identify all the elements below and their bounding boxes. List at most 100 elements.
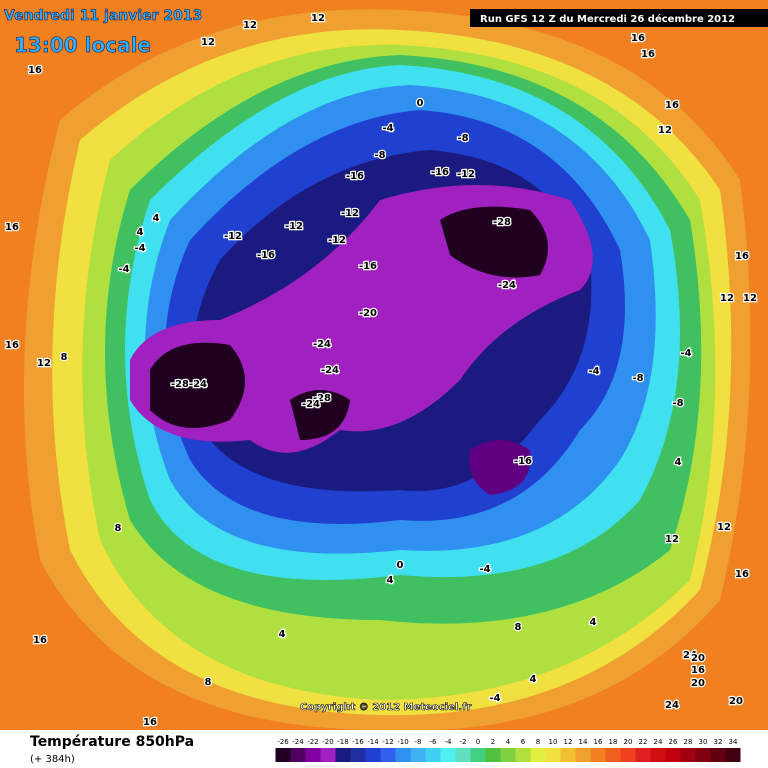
contour-label: 12 (717, 522, 731, 533)
contour-label: 24 (683, 650, 697, 661)
contour-label: -28 (171, 379, 189, 390)
contour-label: 4 (590, 617, 597, 628)
legend-swatch (470, 748, 486, 762)
contour-label: -4 (588, 366, 599, 377)
legend-label: 32 (714, 738, 723, 746)
contour-label: 16 (735, 569, 749, 580)
contour-label: -12 (224, 231, 242, 242)
contour-label: 16 (5, 222, 19, 233)
contour-label: 16 (631, 33, 645, 44)
legend-swatch (275, 748, 291, 762)
contour-label: -4 (118, 264, 129, 275)
contour-label: 12 (720, 293, 734, 304)
legend-label: 24 (654, 738, 663, 746)
contour-label: 0 (417, 98, 424, 109)
contour-label: -8 (672, 398, 683, 409)
contour-label: -4 (680, 348, 691, 359)
legend-swatch (620, 748, 636, 762)
contour-label: -12 (341, 208, 359, 219)
legend-label: -26 (277, 738, 289, 746)
legend-swatch (605, 748, 621, 762)
contour-label: -4 (479, 564, 490, 575)
contour-label: 16 (665, 100, 679, 111)
contour-label: -16 (514, 456, 532, 467)
contour-label: 4 (153, 213, 160, 224)
footer-lead: (+ 384h) (30, 754, 75, 765)
legend-swatch (710, 748, 726, 762)
legend-label: 26 (669, 738, 678, 746)
contour-label: -16 (346, 171, 364, 182)
copyright: Copyright © 2012 Meteociel.fr (300, 702, 471, 713)
legend-swatch (665, 748, 681, 762)
legend-label: 18 (609, 738, 618, 746)
contour-label: 12 (743, 293, 757, 304)
legend-label: 0 (476, 738, 480, 746)
legend-swatch (290, 748, 306, 762)
zone (290, 390, 350, 440)
legend-label: -2 (460, 738, 467, 746)
contour-label: 20 (729, 696, 743, 707)
contour-label: -4 (134, 243, 145, 254)
contour-label: 8 (115, 523, 122, 534)
zone (469, 440, 531, 495)
contour-label: 16 (641, 49, 655, 60)
legend-swatch (500, 748, 516, 762)
contour-label: 16 (33, 635, 47, 646)
legend-swatch (305, 748, 321, 762)
contour-label: -4 (382, 123, 393, 134)
legend-swatch (455, 748, 471, 762)
contour-label: 12 (243, 20, 257, 31)
contour-label: -8 (457, 133, 468, 144)
contour-label: -24 (498, 280, 516, 291)
legend-label: 30 (699, 738, 708, 746)
contour-label: -4 (489, 693, 500, 704)
legend-label: 4 (506, 738, 511, 746)
legend-swatch (530, 748, 546, 762)
date: Vendredi 11 janvier 2013 (4, 8, 202, 24)
contour-label: 24 (665, 700, 679, 711)
legend-label: 2 (491, 738, 495, 746)
zone (440, 206, 548, 278)
contour-label: 12 (665, 534, 679, 545)
legend-swatch (560, 748, 576, 762)
legend-label: -16 (352, 738, 364, 746)
legend-swatch (440, 748, 456, 762)
legend-label: -22 (307, 738, 318, 746)
legend-label: -8 (415, 738, 422, 746)
legend-label: -10 (397, 738, 408, 746)
contour-label: 12 (311, 13, 325, 24)
contour-label: -8 (632, 373, 643, 384)
contour-label: -28 (493, 217, 511, 228)
legend-swatch (590, 748, 606, 762)
legend-label: 10 (549, 738, 558, 746)
contour-label: 16 (5, 340, 19, 351)
legend-swatch (485, 748, 501, 762)
legend-swatch (425, 748, 441, 762)
run: Run GFS 12 Z du Mercredi 26 décembre 201… (480, 13, 735, 25)
contour-label: 4 (279, 629, 286, 640)
contour-label: 20 (691, 678, 705, 689)
contour-label: 4 (137, 227, 144, 238)
legend-label: 16 (594, 738, 603, 746)
legend-swatch (320, 748, 336, 762)
legend-swatch (650, 748, 666, 762)
contour-label: 8 (515, 622, 522, 633)
legend-label: 8 (536, 738, 540, 746)
contour-label: -16 (359, 261, 377, 272)
legend-swatch (680, 748, 696, 762)
legend-swatch (695, 748, 711, 762)
contour-label: 4 (530, 674, 537, 685)
legend-swatch (635, 748, 651, 762)
legend-label: -18 (337, 738, 348, 746)
contour-label: -28 (313, 393, 331, 404)
contour-label: 12 (37, 358, 51, 369)
legend-label: -6 (430, 738, 438, 746)
contour-label: 12 (201, 37, 215, 48)
legend-swatch (350, 748, 366, 762)
contour-label: -8 (374, 150, 385, 161)
legend-label: 14 (579, 738, 588, 746)
contour-label: -24 (313, 339, 331, 350)
contour-label: -12 (457, 169, 475, 180)
